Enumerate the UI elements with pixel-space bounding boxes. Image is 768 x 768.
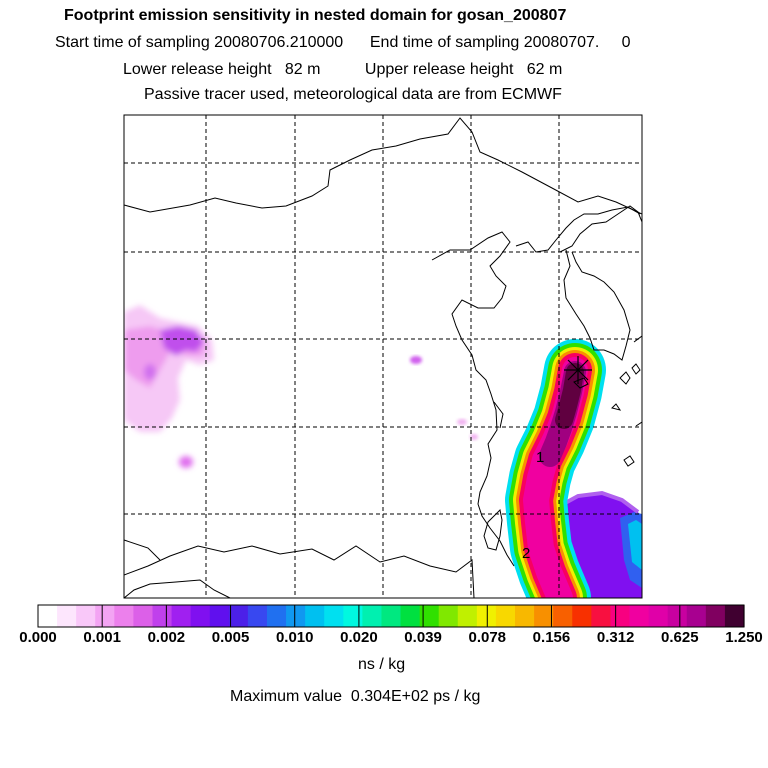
colorbar-swatch (591, 605, 612, 627)
colorbar-tick-label: 0.625 (661, 629, 699, 646)
colorbar-tick-label: 0.020 (340, 629, 378, 646)
colorbar-swatch (534, 605, 554, 627)
colorbar-swatch (152, 605, 173, 627)
colorbar-frame (37, 604, 745, 628)
sensitivity-patch-tiny (457, 419, 467, 425)
colorbar-swatch (572, 605, 592, 627)
colorbar-tick-label: 0.001 (83, 629, 121, 646)
colorbar-swatch (190, 605, 211, 627)
trajectory-plume (505, 339, 606, 598)
colorbar-tick-label: 0.002 (147, 629, 186, 646)
plot-title: Footprint emission sensitivity in nested… (64, 7, 567, 24)
sensitivity-patch-tiny (470, 434, 478, 440)
colorbar-unit: ns / kg (358, 656, 406, 673)
colorbar-swatch (610, 605, 631, 627)
colorbar-swatch (381, 605, 402, 627)
colorbar-swatch (400, 605, 421, 627)
sampling-times: Start time of sampling 20080706.210000 E… (55, 34, 631, 51)
colorbar-tick-label: 0.078 (468, 629, 507, 646)
colorbar-swatch (38, 605, 58, 627)
colorbar-swatch (705, 605, 726, 627)
colorbar-tick-label: 1.250 (725, 629, 763, 646)
tracer-info: Passive tracer used, meteorological data… (144, 86, 562, 103)
colorbar-tick-label: 0.000 (19, 629, 57, 646)
colorbar-tick-label: 0.010 (275, 629, 314, 646)
colorbar-swatch (114, 605, 134, 627)
colorbar-tick-label: 0.312 (596, 629, 635, 646)
colorbar-swatch (305, 605, 325, 627)
colorbar-tick-label: 0.005 (211, 629, 250, 646)
colorbar-swatch (228, 605, 249, 627)
colorbar-swatch (362, 605, 383, 627)
colorbar-swatch (133, 605, 154, 627)
colorbar-swatch (286, 605, 306, 627)
colorbar-swatch (686, 605, 707, 627)
colorbar-tick-label: 0.039 (404, 629, 442, 646)
colorbar-swatch (209, 605, 230, 627)
colorbar-swatch (171, 605, 192, 627)
colorbar-tick-label: 0.156 (532, 629, 571, 646)
colorbar-swatch (724, 605, 745, 627)
colorbar-swatch (457, 605, 478, 627)
colorbar-swatch (515, 605, 535, 627)
colorbar-swatch (476, 605, 497, 627)
colorbar-swatch (648, 605, 669, 627)
sensitivity-patch-small (410, 356, 422, 364)
trajectory-marker-1: 1 (536, 449, 544, 466)
colorbar-swatch (553, 605, 573, 627)
colorbar-swatch (667, 605, 688, 627)
colorbar-swatch (495, 605, 516, 627)
colorbar-swatch (76, 605, 96, 627)
colorbar-swatch (324, 605, 344, 627)
star-icon (564, 356, 592, 384)
trajectory-marker-2: 2 (522, 545, 530, 562)
colorbar-swatch (57, 605, 77, 627)
sensitivity-patch-west (124, 305, 214, 468)
map-frame (123, 114, 643, 599)
release-heights: Lower release height 82 m Upper release … (123, 61, 563, 78)
colorbar-dividers (101, 605, 681, 627)
colorbar-swatch (247, 605, 268, 627)
colorbar-swatch (629, 605, 650, 627)
colorbar-swatch (266, 605, 287, 627)
maximum-value: Maximum value 0.304E+02 ps / kg (230, 688, 481, 705)
colorbar-swatch (343, 605, 363, 627)
coastlines (124, 117, 642, 598)
colorbar-swatch (419, 605, 440, 627)
colorbar-swatch (95, 605, 115, 627)
gridlines (124, 115, 642, 598)
colorbar-swatches (38, 605, 745, 627)
colorbar-swatch (438, 605, 459, 627)
